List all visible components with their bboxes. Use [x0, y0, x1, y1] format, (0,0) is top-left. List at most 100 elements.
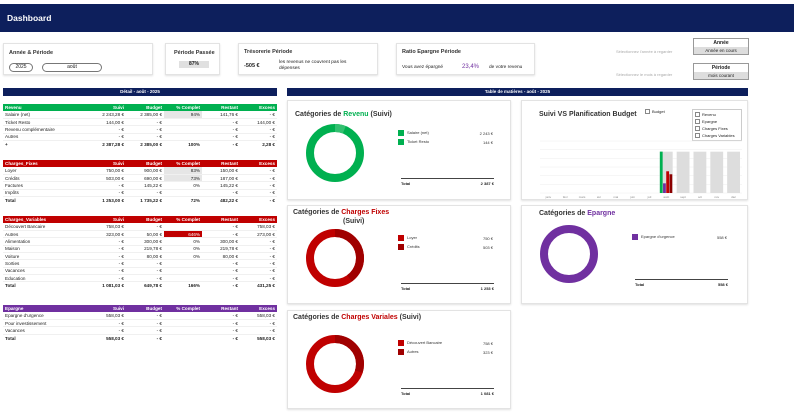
cell-value: - € — [202, 274, 240, 283]
x-tick-label: août — [663, 195, 669, 199]
revenu-category-chart: Catégories de Revenu (Suivi) Salaire (ne… — [287, 100, 511, 200]
table-row: Impôts - € - € - € - € — [3, 189, 277, 198]
column-header: % Complet — [176, 161, 200, 167]
cell-value: 94% — [164, 111, 202, 120]
cell-value: 2 243,28 € — [83, 111, 126, 120]
cell-value: 0% — [164, 237, 202, 246]
cell-value — [164, 312, 202, 321]
plan-legend-epargne[interactable]: Epargne — [695, 118, 739, 125]
cell-value: 2 385,00 € — [126, 139, 164, 148]
x-tick-label: sept — [680, 195, 686, 199]
past-period-value: 87% — [179, 61, 209, 68]
variables-legend-swatch-autres — [398, 349, 404, 355]
table-category-header: Epargne — [5, 306, 24, 312]
row-label: Vacances — [3, 267, 83, 275]
variables-legend-label-autres: Autres — [407, 349, 419, 355]
charges-variables-category-chart: Catégories de Charges Variales (Suivi) D… — [287, 310, 511, 409]
revenu-donut-slice-ticket — [306, 124, 364, 182]
row-label: Impôts — [3, 189, 83, 198]
plan-chart-title: Suivi VS Planification Budget — [539, 111, 637, 118]
cell-value: 0% — [164, 181, 202, 190]
cell-value: 482,22 € — [202, 195, 240, 204]
revenu-table: Revenu Suivi Budget% Complet Restant Excess S… — [3, 104, 277, 148]
table-row: Voiture - €80,00 €0% 80,00 € - € — [3, 252, 277, 261]
plan-legend-budget[interactable]: Budget — [645, 109, 665, 115]
revenu-legend-label-salaire: Salaire (net) — [407, 130, 429, 136]
variables-chart-title-post: (Suivi) — [397, 314, 422, 321]
x-tick-label: mars — [579, 195, 586, 199]
month-select[interactable]: août — [42, 63, 102, 72]
row-label: Voiture — [3, 252, 83, 261]
revenu-donut-slice-salaire — [306, 124, 364, 182]
table-header-row: Epargne Suivi Budget % Complet Restant Excess — [3, 305, 277, 313]
cell-value: - € — [202, 312, 240, 321]
column-header: Budget — [146, 161, 162, 167]
plan-legend-budget-checkbox[interactable] — [645, 109, 650, 115]
period-slicer[interactable]: Période mois courant — [693, 63, 749, 80]
cell-value: - € — [240, 319, 277, 328]
variables-donut-slice-autres — [306, 335, 364, 393]
plan-legend-variables-checkbox[interactable] — [695, 133, 700, 139]
month-hint: Sélectionnez le mois à regarder — [616, 72, 673, 77]
variables-legend-label-decouvert: Découvert Bancaire — [407, 340, 443, 346]
table-row: Crédits 503,00 €690,00 €73% 187,00 € - € — [3, 174, 277, 183]
row-label: Sorties — [3, 259, 83, 268]
year-slicer-value[interactable]: Année en cours — [694, 47, 748, 54]
plan-legend-budget-label: Budget — [652, 109, 665, 114]
plan-legend-revenu[interactable]: Revenu — [695, 111, 739, 118]
table-row: Loyer 750,00 €900,00 €83% 150,00 € - € — [3, 167, 277, 176]
cell-value — [164, 274, 202, 283]
cell-value: 2 387,28 € — [83, 139, 126, 148]
plan-legend-revenu-checkbox[interactable] — [695, 112, 700, 118]
savings-ratio-value: 23,4% — [462, 64, 480, 70]
cell-value: - € — [83, 125, 126, 134]
year-select[interactable]: 2025 — [9, 63, 33, 72]
period-slicer-value[interactable]: mois courant — [694, 72, 748, 79]
cell-value: - € — [240, 167, 277, 176]
cell-value: 646% — [164, 230, 202, 239]
charges-fixes-category-chart: Catégories de Charges Fixes (Suivi) Loye… — [287, 205, 511, 304]
x-tick-label: janv — [545, 195, 552, 199]
cell-value: - € — [83, 259, 126, 268]
year-slicer[interactable]: Année Année en cours — [693, 38, 749, 55]
cell-value: 1 253,00 € — [83, 195, 126, 204]
table-category-header: Charges_Variables — [5, 217, 47, 223]
row-label: Loyer — [3, 167, 83, 176]
cell-value: - € — [240, 189, 277, 198]
table-row: Ticket Resto 144,00 € - € - €144,00 € — [3, 118, 277, 127]
revenu-legend-ticket: Ticket Resto — [398, 139, 429, 145]
plan-legend-variables[interactable]: Charges Variables — [695, 132, 739, 139]
cell-value: - € — [202, 319, 240, 328]
cell-value: 558,03 € — [240, 312, 277, 321]
plan-legend-fixes[interactable]: Charges Fixes — [695, 125, 739, 132]
cell-value: - € — [202, 333, 240, 342]
plan-legend-epargne-checkbox[interactable] — [695, 119, 700, 125]
epargne-legend-amount-urgence: 558 € — [716, 235, 727, 240]
fixes-legend-swatch-loyer — [398, 235, 404, 241]
cell-value: - € — [126, 118, 164, 127]
epargne-legend-label-urgence: Epargne d'urgence — [641, 234, 675, 240]
epargne-category-chart: Catégories de Epargne Epargne d'urgence … — [521, 205, 748, 304]
revenu-legend-label-ticket: Ticket Resto — [407, 139, 430, 145]
bar-budget — [727, 151, 740, 193]
cell-value: - € — [202, 139, 240, 148]
cell-value: 2,28 € — [240, 139, 277, 148]
variables-chart-title: Catégories de Charges Variales (Suivi) — [293, 313, 421, 322]
revenu-chart-title-pre: Catégories de — [295, 111, 344, 118]
revenu-legend-salaire: Salaire (net) — [398, 130, 429, 136]
table-row: Revenu complémentaire - € - € - € - € — [3, 125, 277, 134]
cell-value: 144,00 € — [240, 118, 277, 127]
revenu-total: Total 2 387 € — [401, 178, 494, 186]
savings-ratio-suffix: de votre revenu — [489, 65, 523, 70]
period-slicer-label: Période — [711, 65, 731, 71]
epargne-donut-slice-urgence — [540, 225, 598, 283]
cell-value: 750,00 € — [83, 167, 126, 176]
column-header: Suivi — [113, 217, 124, 223]
treasury-value: -505 € — [244, 63, 260, 69]
row-label: Vacances — [3, 326, 83, 335]
revenu-chart-title-word: Revenu — [343, 111, 369, 118]
plan-legend-fixes-checkbox[interactable] — [695, 126, 700, 132]
epargne-chart-title-word: Epargne — [587, 210, 616, 217]
cell-value: - € — [240, 267, 277, 275]
cell-value: - € — [126, 125, 164, 134]
